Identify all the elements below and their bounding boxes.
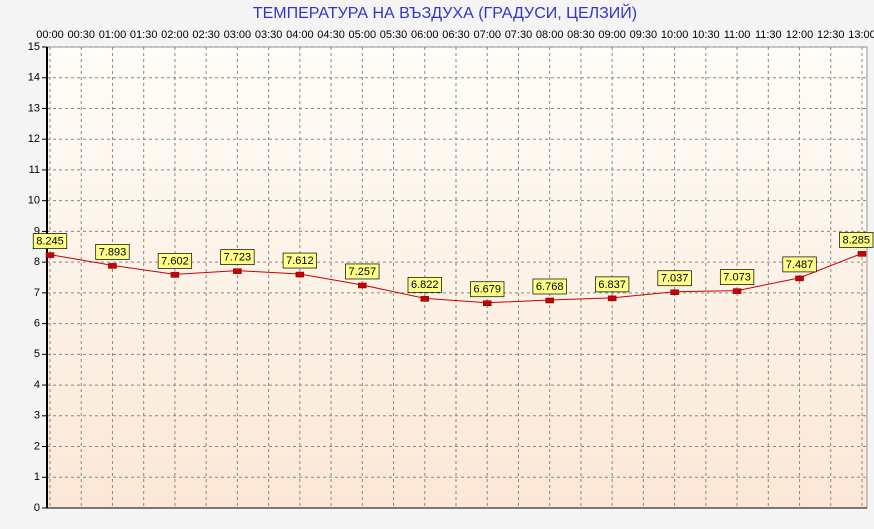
x-tick-label: 03:00 [224, 29, 252, 41]
point [420, 296, 430, 302]
x-tick-label: 04:30 [317, 29, 345, 41]
data-label-box [532, 278, 567, 295]
point [732, 288, 742, 294]
x-tick-label: 11:00 [724, 29, 751, 41]
data-label: 7.037 [661, 273, 689, 285]
y-tick-label: 15 [28, 41, 40, 53]
point [108, 263, 117, 269]
x-tick-label: 08:00 [536, 29, 564, 41]
data-label-box [220, 249, 255, 265]
x-tick-label: 13:00 [848, 29, 874, 41]
y-tick-label: 4 [34, 379, 40, 391]
data-label-box [839, 232, 874, 248]
y-tick-label: 3 [34, 410, 40, 422]
x-tick-label: 12:00 [786, 29, 814, 41]
x-tick-label: 02:00 [161, 29, 189, 41]
x-tick-label: 05:00 [349, 29, 377, 41]
data-label: 6.837 [598, 279, 626, 291]
x-tick-label: 10:30 [692, 29, 720, 41]
y-tick-label: 2 [34, 440, 40, 452]
x-tick-label: 12:30 [817, 29, 845, 41]
x-tick-label: 05:30 [380, 29, 408, 41]
data-label-box [782, 256, 817, 273]
y-tick-label: 0 [34, 502, 40, 514]
data-label: 7.893 [99, 246, 127, 258]
point [670, 289, 679, 295]
data-label: 8.285 [842, 234, 870, 246]
y-tick-label: 8 [34, 256, 40, 268]
line [49, 252, 863, 304]
point [482, 300, 492, 306]
x-tick-label: 02:30 [192, 29, 220, 41]
data-label: 6.679 [473, 284, 501, 296]
data-label: 7.073 [723, 272, 751, 284]
x-tick-label: 01:00 [99, 29, 127, 41]
data-label-box [595, 276, 630, 293]
y-tick-label: 10 [28, 195, 40, 207]
data-label: 7.723 [224, 252, 252, 264]
y-tick-label: 6 [34, 318, 40, 330]
data-label: 6.768 [536, 281, 564, 293]
data-label-box [157, 253, 193, 269]
y-tick-label: 12 [28, 133, 40, 145]
data-label: 7.612 [286, 255, 314, 267]
data-label-box [95, 244, 130, 260]
x-tick-label: 09:00 [598, 29, 626, 41]
point [358, 282, 367, 289]
x-tick-label: 01:30 [130, 29, 158, 41]
x-tick-label: 06:30 [442, 29, 470, 41]
data-label: 6.822 [411, 279, 439, 291]
y-tick-label: 1 [34, 471, 40, 483]
x-tick-label: 11:30 [755, 29, 782, 41]
y-tick-label: 7 [34, 287, 40, 299]
data-label: 7.257 [349, 266, 377, 278]
x-tick-label: 06:00 [411, 29, 439, 41]
x-tick-label: 03:30 [255, 29, 283, 41]
data-label-box [470, 281, 505, 298]
data-label: 7.487 [786, 259, 814, 271]
y-tick-label: 11 [29, 164, 40, 176]
x-tick-label: 00:00 [36, 29, 64, 41]
point [295, 271, 305, 278]
point [170, 272, 180, 278]
x-tick-label: 07:00 [473, 29, 501, 41]
y-tick-label: 5 [34, 348, 40, 360]
data-label-box [657, 270, 692, 287]
data-label-box [407, 276, 442, 293]
point [857, 251, 867, 257]
data-label-box [32, 233, 68, 249]
y-tick-label: 14 [28, 72, 40, 84]
x-tick-label: 07:30 [505, 29, 533, 41]
point [607, 295, 617, 302]
x-tick-label: 09:30 [630, 29, 658, 41]
data-label-box [345, 263, 380, 280]
x-tick-label: 08:30 [567, 29, 595, 41]
y-tick-label: 13 [28, 102, 40, 114]
chart-title: ТЕМПЕРАТУРА НА ВЪЗДУХА (ГРАДУСИ, ЦЕЛЗИЙ) [253, 3, 637, 22]
point [545, 297, 554, 304]
x-tick-label: 10:00 [661, 29, 689, 41]
data-label-box [282, 252, 317, 269]
x-tick-label: 00:30 [67, 29, 95, 41]
point [45, 252, 55, 258]
data-label-box [719, 269, 755, 285]
x-tick-label: 04:00 [286, 29, 314, 41]
point [233, 268, 242, 274]
y-tick-label: 9 [34, 225, 40, 237]
data-label: 7.602 [161, 255, 189, 267]
point [795, 275, 804, 282]
data-label: 8.245 [36, 236, 64, 248]
